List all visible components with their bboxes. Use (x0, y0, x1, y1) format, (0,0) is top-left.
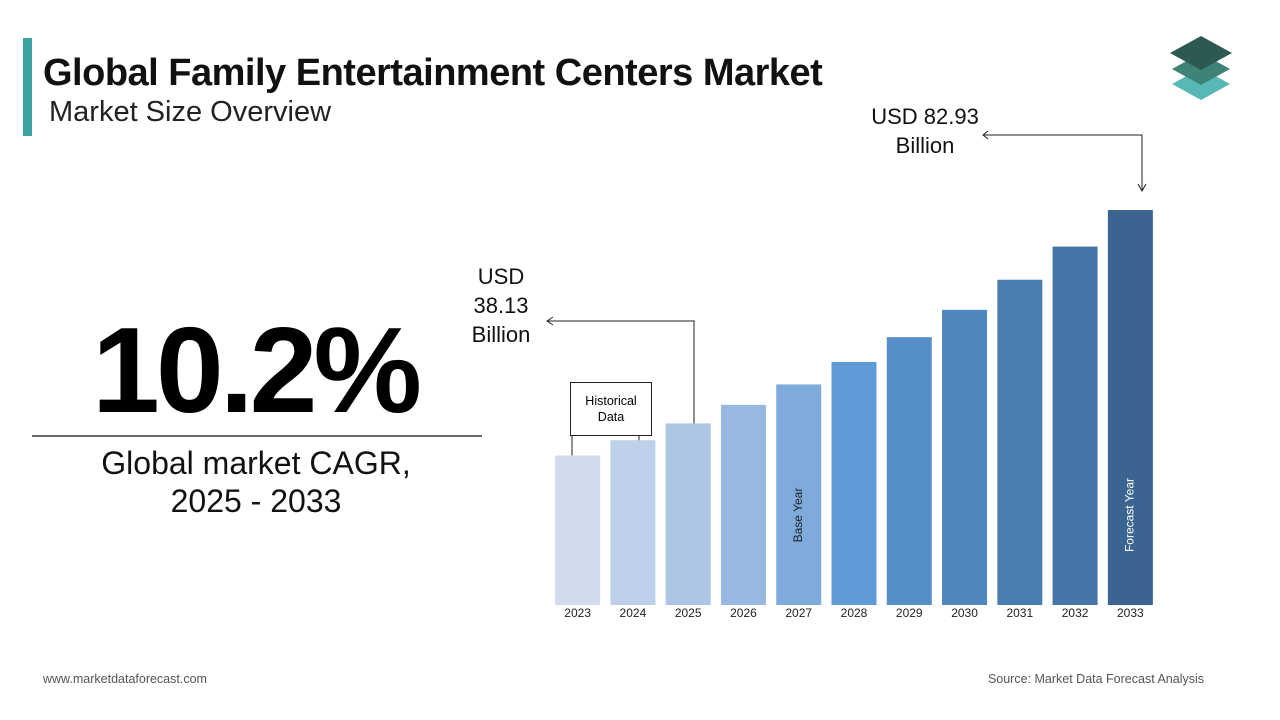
bar (886, 337, 932, 605)
bar (665, 423, 711, 605)
x-tick-label: 2027 (785, 606, 812, 620)
x-tick-label: 2031 (1006, 606, 1033, 620)
x-tick-label: 2026 (730, 606, 757, 620)
x-tick-label: 2032 (1062, 606, 1089, 620)
x-tick-label: 2023 (564, 606, 591, 620)
bar (720, 404, 766, 605)
bar (776, 384, 822, 605)
annotation-text: Historical Data (585, 394, 637, 424)
data-label: USD 82.93 Billion (871, 104, 979, 158)
bar (942, 309, 988, 605)
source: Source: Market Data Forecast Analysis (987, 672, 1204, 686)
bar (997, 279, 1043, 605)
x-tick-label: 2030 (951, 606, 978, 620)
annotation: Historical Data (570, 382, 652, 436)
kpi-value: 10.2% (92, 302, 422, 438)
x-tick-label: 2029 (896, 606, 923, 620)
bar-note: Forecast Year (1123, 478, 1137, 552)
title: Global Family Entertainment Centers Mark… (43, 52, 823, 94)
x-tick-label: 2024 (620, 606, 647, 620)
logo (1170, 36, 1232, 100)
title-accent (23, 38, 32, 136)
bar (1052, 246, 1098, 605)
bar (1107, 210, 1153, 605)
bar (831, 361, 877, 605)
x-tick-label: 2033 (1117, 606, 1144, 620)
subtitle: Market Size Overview (49, 96, 332, 128)
data-label: USD 38.13 Billion (471, 264, 531, 347)
x-tick-label: 2028 (841, 606, 868, 620)
bar (610, 440, 656, 605)
x-tick-label: 2025 (675, 606, 702, 620)
website: www.marketdataforecast.com (43, 672, 207, 686)
kpi-label: Global market CAGR, 2025 - 2033 (101, 445, 411, 519)
bar (555, 455, 601, 605)
bar-note: Base Year (791, 488, 805, 543)
